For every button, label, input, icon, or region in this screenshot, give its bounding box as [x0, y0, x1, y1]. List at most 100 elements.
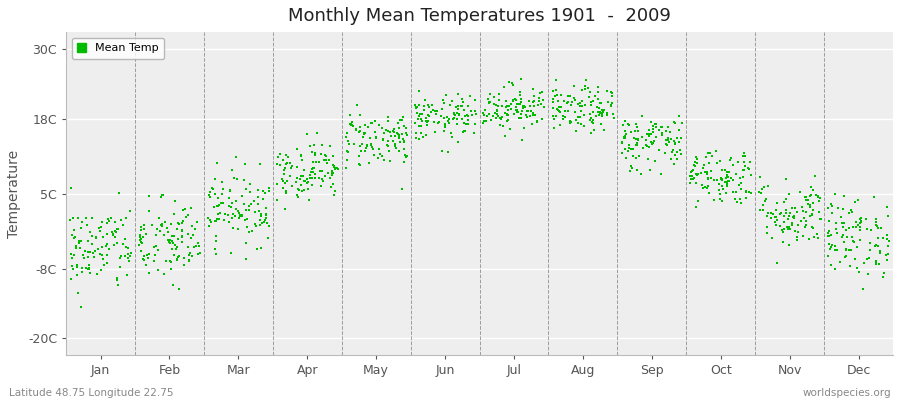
Point: [827, 266, 842, 272]
Point: [634, 134, 649, 140]
Point: [460, 111, 474, 118]
Point: [868, 221, 883, 228]
Point: [583, 115, 598, 121]
Point: [261, 234, 275, 241]
Point: [142, 208, 157, 214]
Point: [344, 120, 358, 127]
Point: [327, 162, 341, 168]
Point: [639, 142, 653, 149]
Point: [459, 121, 473, 127]
Point: [491, 103, 505, 110]
Point: [283, 160, 297, 166]
Point: [221, 203, 236, 210]
Point: [160, 224, 175, 231]
Point: [752, 207, 767, 214]
Point: [777, 198, 791, 205]
Point: [435, 105, 449, 112]
Point: [450, 121, 464, 127]
Point: [304, 169, 319, 175]
Point: [133, 226, 148, 233]
Point: [526, 103, 541, 110]
Point: [718, 167, 733, 173]
Point: [844, 247, 859, 253]
Point: [469, 110, 483, 117]
Point: [65, 263, 79, 269]
Point: [623, 168, 637, 174]
Point: [304, 149, 319, 155]
Point: [223, 204, 238, 211]
Point: [700, 171, 715, 177]
Point: [352, 112, 366, 118]
Point: [172, 286, 186, 292]
Point: [586, 98, 600, 104]
Point: [666, 160, 680, 167]
Point: [785, 220, 799, 226]
Point: [321, 170, 336, 176]
Point: [515, 137, 529, 144]
Point: [712, 187, 726, 194]
Point: [348, 126, 363, 133]
Point: [441, 116, 455, 122]
Point: [684, 169, 698, 176]
Point: [773, 210, 788, 217]
Point: [164, 259, 178, 266]
Point: [181, 230, 195, 237]
Point: [77, 248, 92, 254]
Point: [279, 190, 293, 196]
Point: [752, 174, 767, 180]
Point: [69, 272, 84, 278]
Point: [377, 130, 392, 136]
Point: [392, 135, 406, 142]
Point: [584, 102, 598, 108]
Point: [388, 141, 402, 147]
Point: [836, 220, 850, 226]
Point: [644, 141, 659, 148]
Point: [274, 151, 288, 157]
Point: [596, 109, 610, 115]
Point: [579, 77, 593, 83]
Point: [688, 204, 703, 210]
Point: [372, 122, 386, 128]
Point: [307, 165, 321, 172]
Point: [244, 200, 258, 207]
Point: [701, 183, 716, 190]
Point: [508, 96, 523, 103]
Point: [807, 234, 822, 240]
Point: [688, 171, 703, 177]
Point: [770, 217, 784, 223]
Point: [764, 210, 778, 216]
Point: [621, 148, 635, 154]
Point: [629, 120, 643, 127]
Point: [769, 206, 783, 213]
Point: [811, 193, 825, 200]
Point: [209, 238, 223, 244]
Point: [729, 189, 743, 195]
Point: [526, 86, 541, 92]
Point: [833, 214, 848, 220]
Point: [868, 218, 883, 225]
Point: [770, 200, 785, 206]
Point: [721, 178, 735, 184]
Point: [436, 100, 451, 106]
Point: [790, 237, 805, 244]
Point: [166, 232, 180, 239]
Point: [801, 236, 815, 242]
Point: [162, 239, 176, 245]
Point: [622, 142, 636, 148]
Point: [385, 128, 400, 134]
Point: [123, 250, 138, 256]
Point: [822, 218, 836, 224]
Point: [230, 206, 244, 212]
Point: [137, 253, 151, 260]
Point: [564, 102, 579, 108]
Point: [308, 149, 322, 156]
Point: [248, 209, 263, 216]
Point: [590, 108, 605, 115]
Point: [160, 228, 175, 235]
Point: [451, 91, 465, 98]
Point: [140, 262, 154, 268]
Point: [580, 85, 595, 91]
Point: [738, 153, 752, 159]
Point: [864, 226, 878, 233]
Point: [786, 213, 800, 220]
